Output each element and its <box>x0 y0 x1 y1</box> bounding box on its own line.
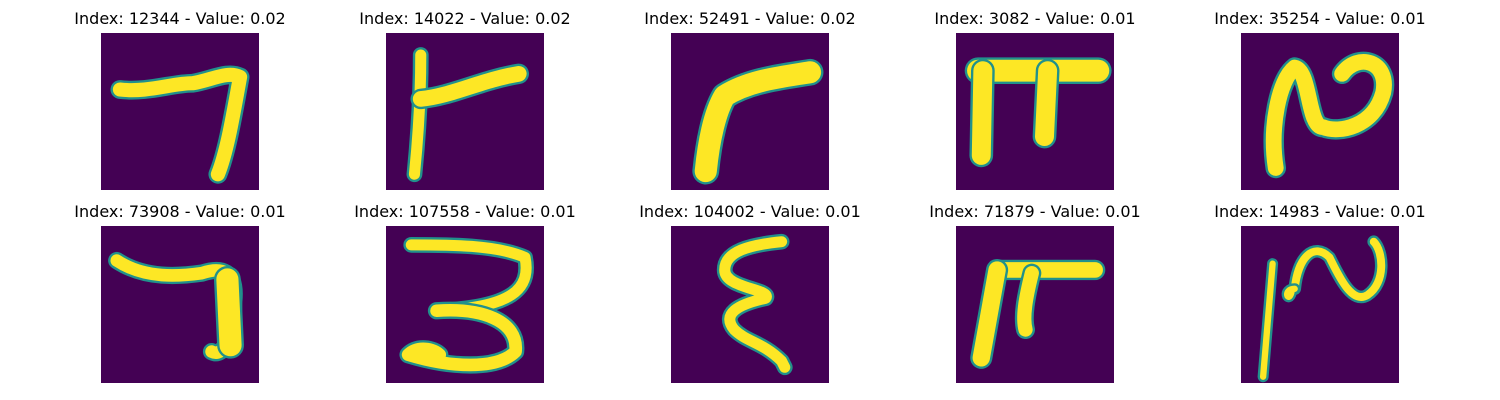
glyph-stroke <box>408 49 427 180</box>
glyph-stroke <box>405 239 532 317</box>
digit-image <box>386 226 544 383</box>
glyph-stroke <box>971 61 993 165</box>
glyph-drawing <box>399 236 534 374</box>
image-tile: Index: 73908 - Value: 0.01 <box>0 201 360 391</box>
glyph-drawing <box>110 65 250 184</box>
image-tile: Index: 107558 - Value: 0.01 <box>285 201 645 391</box>
digit-image <box>956 33 1114 190</box>
digit-image <box>1241 33 1399 190</box>
digit-image <box>101 33 259 190</box>
glyph-stroke <box>1290 237 1386 301</box>
glyph-drawing <box>716 233 793 376</box>
image-tile: Index: 52491 - Value: 0.02 <box>570 8 930 198</box>
glyph-stroke <box>1284 285 1298 300</box>
image-tile: Index: 35254 - Value: 0.01 <box>1140 8 1500 198</box>
tile-title: Index: 52491 - Value: 0.02 <box>644 9 856 28</box>
glyph-stroke <box>112 67 248 182</box>
glyph-drawing <box>964 57 1112 168</box>
glyph-stroke <box>1265 54 1392 176</box>
tile-title: Index: 3082 - Value: 0.01 <box>934 9 1136 28</box>
image-tile: Index: 12344 - Value: 0.02 <box>0 8 360 198</box>
glyph-stroke <box>719 236 791 373</box>
image-tile: Index: 104002 - Value: 0.01 <box>570 201 930 391</box>
glyph-drawing <box>970 258 1106 369</box>
digit-image <box>956 226 1114 383</box>
glyph-drawing <box>1263 51 1395 179</box>
glyph-drawing <box>1257 235 1388 383</box>
image-tile: Index: 71879 - Value: 0.01 <box>855 201 1215 391</box>
tile-title: Index: 12344 - Value: 0.02 <box>74 9 286 28</box>
image-tile: Index: 3082 - Value: 0.01 <box>855 8 1215 198</box>
digit-image <box>671 33 829 190</box>
glyph-stroke <box>694 61 822 183</box>
tile-title: Index: 35254 - Value: 0.01 <box>1214 9 1426 28</box>
glyph-stroke <box>1017 266 1039 337</box>
tile-title: Index: 14022 - Value: 0.02 <box>359 9 571 28</box>
tile-title: Index: 104002 - Value: 0.01 <box>639 202 861 221</box>
image-tile: Index: 14022 - Value: 0.02 <box>285 8 645 198</box>
tile-title: Index: 73908 - Value: 0.01 <box>74 202 286 221</box>
digit-image <box>1241 226 1399 383</box>
digit-image <box>101 226 259 383</box>
digit-image <box>671 226 829 383</box>
tile-title: Index: 107558 - Value: 0.01 <box>354 202 576 221</box>
glyph-drawing <box>108 251 244 362</box>
digit-image <box>386 33 544 190</box>
tile-title: Index: 14983 - Value: 0.01 <box>1214 202 1426 221</box>
tile-title: Index: 71879 - Value: 0.01 <box>929 202 1141 221</box>
glyph-stroke <box>1035 61 1058 147</box>
glyph-drawing <box>692 58 824 185</box>
glyph-stroke <box>1259 260 1276 380</box>
image-tile: Index: 14983 - Value: 0.01 <box>1140 201 1500 391</box>
glyph-stroke <box>401 304 522 372</box>
glyph-stroke <box>216 268 242 357</box>
glyph-stroke <box>412 65 527 107</box>
glyph-drawing <box>406 47 529 183</box>
glyph-stroke <box>972 261 1006 367</box>
